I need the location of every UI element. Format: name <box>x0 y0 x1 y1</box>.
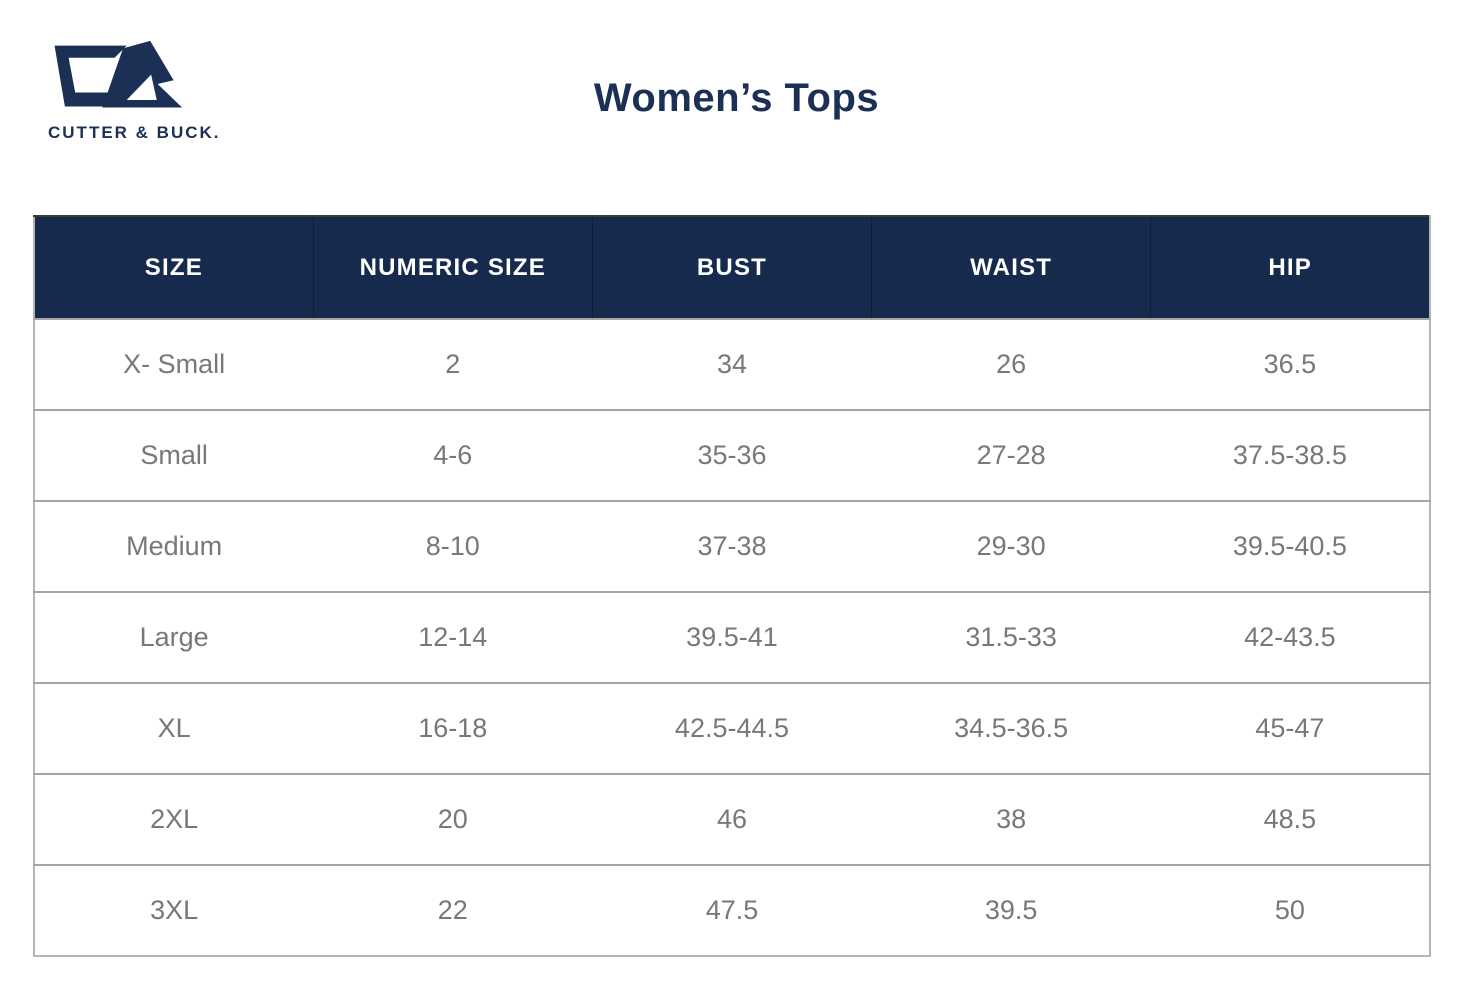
table-cell: 12-14 <box>313 591 593 683</box>
table-cell: 29-30 <box>871 500 1151 592</box>
size-chart-table-container: SIZE NUMERIC SIZE BUST WAIST HIP X- Smal… <box>33 215 1431 957</box>
table-cell: 35-36 <box>592 409 872 501</box>
table-cell: 39.5-40.5 <box>1150 500 1430 592</box>
table-cell: 39.5 <box>871 864 1151 956</box>
table-cell: 3XL <box>34 864 314 956</box>
page-title: Women’s Tops <box>593 76 880 120</box>
table-cell: 38 <box>871 773 1151 865</box>
table-row-2xl: 2XL 20 46 38 48.5 <box>34 773 1430 865</box>
table-cell: 20 <box>313 773 593 865</box>
table-cell: 46 <box>592 773 872 865</box>
table-cell: XL <box>34 682 314 774</box>
table-row-xl: XL 16-18 42.5-44.5 34.5-36.5 45-47 <box>34 682 1430 774</box>
column-header-numeric-size: NUMERIC SIZE <box>312 216 593 319</box>
table-header: SIZE NUMERIC SIZE BUST WAIST HIP <box>34 216 1430 319</box>
table-cell: Small <box>34 409 314 501</box>
table-cell: 42.5-44.5 <box>592 682 872 774</box>
table-cell: 45-47 <box>1150 682 1430 774</box>
brand-logo: CUTTER & BUCK. <box>48 34 221 143</box>
table-cell: 50 <box>1150 864 1430 956</box>
table-cell: 47.5 <box>592 864 872 956</box>
table-body: X- Small 2 34 26 36.5 Small 4-6 35-36 27… <box>34 318 1430 956</box>
table-cell: 48.5 <box>1150 773 1430 865</box>
table-row-medium: Medium 8-10 37-38 29-30 39.5-40.5 <box>34 500 1430 592</box>
table-cell: 8-10 <box>313 500 593 592</box>
table-cell: X- Small <box>34 318 314 410</box>
table-cell: 37.5-38.5 <box>1150 409 1430 501</box>
table-row-small: Small 4-6 35-36 27-28 37.5-38.5 <box>34 409 1430 501</box>
table-row-large: Large 12-14 39.5-41 31.5-33 42-43.5 <box>34 591 1430 683</box>
table-cell: Medium <box>34 500 314 592</box>
table-cell: 39.5-41 <box>592 591 872 683</box>
table-cell: 26 <box>871 318 1151 410</box>
table-cell: 42-43.5 <box>1150 591 1430 683</box>
table-cell: 37-38 <box>592 500 872 592</box>
table-cell: 2 <box>313 318 593 410</box>
table-cell: 34.5-36.5 <box>871 682 1151 774</box>
table-row-xsmall: X- Small 2 34 26 36.5 <box>34 318 1430 410</box>
column-header-waist: WAIST <box>871 216 1151 319</box>
column-header-bust: BUST <box>591 216 872 319</box>
table-cell: 22 <box>313 864 593 956</box>
table-cell: 2XL <box>34 773 314 865</box>
table-cell: Large <box>34 591 314 683</box>
brand-wordmark: CUTTER & BUCK. <box>48 123 221 142</box>
cutter-buck-monogram-icon <box>54 40 183 108</box>
table-cell: 4-6 <box>313 409 593 501</box>
table-row-3xl: 3XL 22 47.5 39.5 50 <box>34 864 1430 956</box>
table-cell: 36.5 <box>1150 318 1430 410</box>
table-cell: 27-28 <box>871 409 1151 501</box>
table-cell: 31.5-33 <box>871 591 1151 683</box>
column-header-size: SIZE <box>34 216 314 319</box>
column-header-hip: HIP <box>1150 216 1430 319</box>
size-chart-table: SIZE NUMERIC SIZE BUST WAIST HIP X- Smal… <box>33 215 1431 957</box>
header-row: SIZE NUMERIC SIZE BUST WAIST HIP <box>34 216 1430 319</box>
table-cell: 16-18 <box>313 682 593 774</box>
table-cell: 34 <box>592 318 872 410</box>
